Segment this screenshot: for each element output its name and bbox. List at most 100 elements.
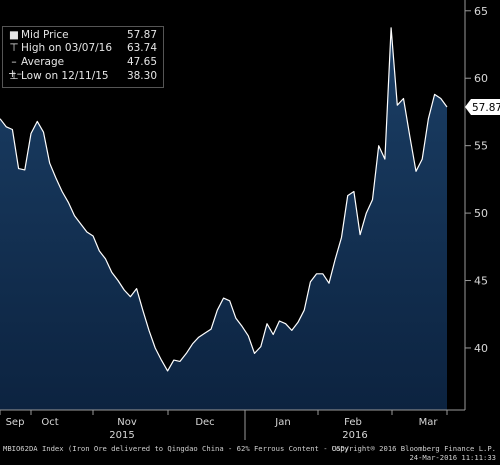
data-point bbox=[148, 330, 149, 331]
legend-label: Low on 12/11/15 bbox=[21, 70, 109, 82]
data-point bbox=[49, 163, 50, 164]
data-point bbox=[266, 323, 267, 324]
data-point bbox=[378, 145, 379, 146]
x-tick-label: Mar bbox=[419, 417, 439, 428]
x-tick-label: Nov bbox=[117, 417, 137, 428]
data-point bbox=[434, 94, 435, 95]
data-point bbox=[254, 353, 255, 354]
legend-value: 38.30 bbox=[126, 70, 157, 82]
data-point bbox=[372, 199, 373, 200]
data-point bbox=[211, 329, 212, 330]
data-point bbox=[335, 258, 336, 259]
data-point bbox=[328, 283, 329, 284]
data-point bbox=[105, 258, 106, 259]
x-tick-label: Feb bbox=[344, 417, 362, 428]
data-point bbox=[111, 272, 112, 273]
data-point bbox=[43, 132, 44, 133]
data-point bbox=[223, 298, 224, 299]
high-marker-icon: ⊤ bbox=[9, 42, 19, 54]
data-point bbox=[37, 121, 38, 122]
data-point bbox=[99, 250, 100, 251]
data-point bbox=[12, 129, 13, 130]
data-point bbox=[30, 133, 31, 134]
data-point bbox=[347, 195, 348, 196]
data-point bbox=[179, 361, 180, 362]
axes: 40 45 50 55 60 65 57.87 Sep Oct Nov Dec Jan Feb Mar 20… bbox=[0, 0, 500, 441]
data-point bbox=[229, 300, 230, 301]
data-point bbox=[397, 105, 398, 106]
data-point bbox=[273, 334, 274, 335]
data-point bbox=[353, 191, 354, 192]
timestamp-text: 24-Mar-2016 11:11:33 bbox=[409, 453, 496, 462]
y-tick-label: 55 bbox=[474, 140, 488, 153]
y-tick-label: 40 bbox=[474, 342, 488, 355]
data-point bbox=[248, 335, 249, 336]
series-area-mid-price bbox=[0, 27, 447, 411]
data-point bbox=[204, 333, 205, 334]
data-point bbox=[422, 159, 423, 160]
legend-item-average: –+– Average 47.65 bbox=[3, 56, 163, 80]
legend-item-mid-price: ■ Mid Price 57.87 bbox=[3, 29, 163, 41]
plot-area bbox=[0, 27, 448, 411]
square-icon: ■ bbox=[9, 29, 19, 41]
legend-item-high: ⊤ High on 03/07/16 63.74 bbox=[3, 42, 163, 54]
data-point bbox=[291, 330, 292, 331]
y-tick-label: 60 bbox=[474, 72, 488, 85]
legend-value: 63.74 bbox=[126, 42, 157, 54]
data-point bbox=[124, 289, 125, 290]
data-point bbox=[86, 231, 87, 232]
year-label: 2016 bbox=[342, 430, 367, 441]
last-price-badge bbox=[465, 98, 500, 115]
data-point bbox=[130, 296, 131, 297]
data-point bbox=[217, 310, 218, 311]
data-point bbox=[74, 215, 75, 216]
data-point bbox=[18, 168, 19, 169]
data-point bbox=[161, 360, 162, 361]
data-point bbox=[322, 273, 323, 274]
data-point bbox=[304, 310, 305, 311]
data-point bbox=[446, 106, 447, 107]
data-point bbox=[192, 343, 193, 344]
data-point bbox=[24, 169, 25, 170]
data-point bbox=[285, 323, 286, 324]
data-point bbox=[173, 360, 174, 361]
low-marker-icon: ⊥ bbox=[9, 70, 19, 82]
data-point bbox=[186, 353, 187, 354]
y-tick-label: 50 bbox=[474, 207, 488, 220]
data-point bbox=[316, 273, 317, 274]
year-label: 2015 bbox=[109, 430, 134, 441]
data-point bbox=[6, 126, 7, 127]
data-point bbox=[360, 234, 361, 235]
legend-value: 47.65 bbox=[126, 56, 157, 68]
x-tick-label: Dec bbox=[195, 417, 214, 428]
data-point bbox=[415, 171, 416, 172]
data-point bbox=[235, 318, 236, 319]
data-point bbox=[428, 118, 429, 119]
data-point bbox=[68, 202, 69, 203]
security-description: MBIO62DA Index (Iron Ore delivered to Qi… bbox=[3, 444, 350, 453]
data-point bbox=[242, 326, 243, 327]
data-point bbox=[198, 337, 199, 338]
data-point bbox=[341, 237, 342, 238]
series-line-mid-price bbox=[0, 27, 448, 372]
data-point bbox=[55, 177, 56, 178]
copyright-block: Copyright® 2016 Bloomberg Finance L.P. 2… bbox=[332, 444, 496, 462]
data-point bbox=[366, 213, 367, 214]
data-point bbox=[403, 98, 404, 99]
data-point bbox=[167, 370, 168, 371]
data-point bbox=[391, 27, 392, 28]
data-point bbox=[117, 280, 118, 281]
data-point bbox=[297, 322, 298, 323]
legend-label: Average bbox=[21, 56, 65, 68]
data-point bbox=[260, 346, 261, 347]
average-marker-icon: –+– bbox=[8, 56, 23, 80]
x-tick-label: Oct bbox=[41, 417, 58, 428]
legend-label: High on 03/07/16 bbox=[21, 42, 113, 54]
legend-label: Mid Price bbox=[21, 29, 69, 41]
data-point bbox=[93, 235, 94, 236]
data-point bbox=[310, 281, 311, 282]
data-point bbox=[384, 159, 385, 160]
copyright-text: Copyright® 2016 Bloomberg Finance L.P. bbox=[331, 444, 496, 453]
